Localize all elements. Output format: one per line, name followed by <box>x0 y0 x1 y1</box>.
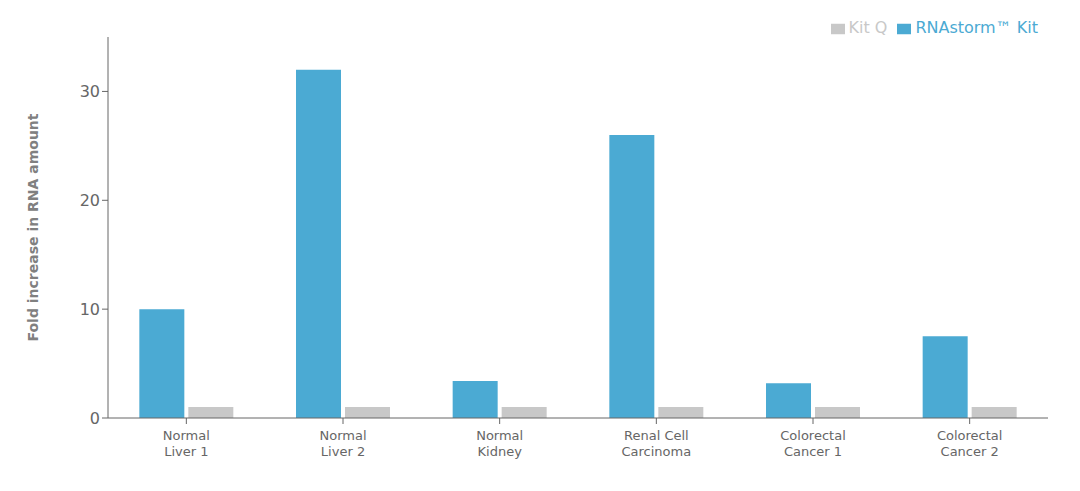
svg-text:10: 10 <box>80 300 100 319</box>
svg-text:ColorectalCancer 1: ColorectalCancer 1 <box>780 428 845 459</box>
svg-text:20: 20 <box>80 191 100 210</box>
svg-text:Renal CellCarcinoma: Renal CellCarcinoma <box>621 428 691 459</box>
svg-text:NormalLiver 1: NormalLiver 1 <box>163 428 210 459</box>
svg-text:NormalKidney: NormalKidney <box>476 428 523 459</box>
html-text:RNAstorm™ Kit: RNAstorm™ Kit <box>915 18 1038 37</box>
svg-text:ColorectalCancer 2: ColorectalCancer 2 <box>937 428 1002 459</box>
svg-text:Fold increase in RNA amount: Fold increase in RNA amount <box>25 113 41 341</box>
svg-text:NormalLiver 2: NormalLiver 2 <box>319 428 366 459</box>
svg-text:30: 30 <box>80 82 100 101</box>
svg-text:0: 0 <box>90 409 100 428</box>
html-text:Kit Q: Kit Q <box>848 18 888 37</box>
